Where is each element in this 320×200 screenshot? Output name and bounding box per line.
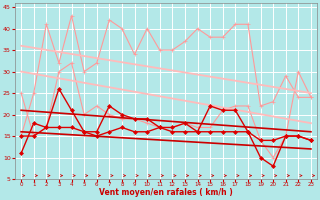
X-axis label: Vent moyen/en rafales ( km/h ): Vent moyen/en rafales ( km/h ) (99, 188, 233, 197)
